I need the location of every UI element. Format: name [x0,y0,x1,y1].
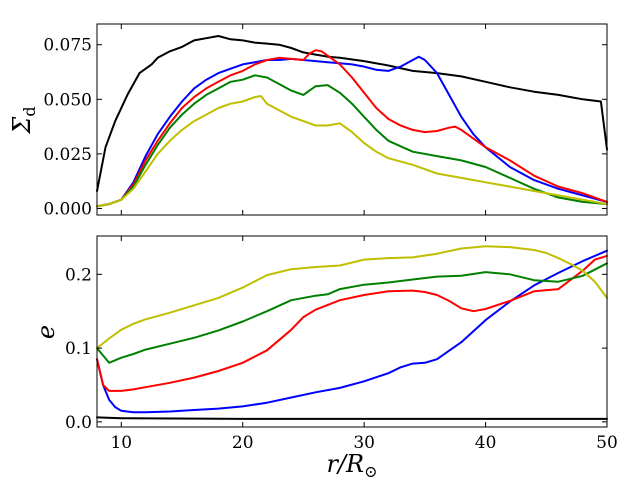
sigma-series-yellow [96,95,608,208]
sigma-panel: 0.000 0.025 0.050 0.075 Σd [8,23,608,219]
eccentricity-panel: 10 20 30 40 50 0.0 0.1 0.2 e r/R⊙ [32,235,618,480]
eccentricity-xtick-label: 30 [353,433,375,453]
sigma-ylabel-main: Σ [8,116,36,135]
eccentricity-ylabel: e [32,325,60,339]
sigma-series-group [96,35,608,208]
sigma-series-blue [96,55,608,208]
eccentricity-ytick-label: 0.2 [65,265,92,285]
eccentricity-xtick-label: 10 [110,433,132,453]
sigma-ytick-label: 0.000 [43,199,92,219]
sigma-ticks: 0.000 0.025 0.050 0.075 [43,24,608,219]
eccentricity-xtick-label: 40 [475,433,497,453]
sigma-panel-frame [96,23,608,216]
eccentricity-series-green [96,262,608,364]
eccentricity-ytick-label: 0.0 [65,413,92,433]
eccentricity-series-red [96,254,608,392]
eccentricity-series-black [96,416,608,420]
sigma-ytick-label: 0.025 [43,145,92,165]
eccentricity-series-blue [96,249,608,414]
sigma-series-black [96,35,608,192]
eccentricity-xtick-label: 50 [596,433,618,453]
eccentricity-series-group [96,245,608,420]
eccentricity-panel-frame [96,235,608,428]
radius-xlabel: r/R⊙ [326,450,377,480]
sigma-series-green [96,74,608,208]
sigma-series-red [96,49,608,208]
sigma-ytick-label: 0.050 [43,90,92,110]
sigma-ytick-label: 0.075 [43,36,92,56]
eccentricity-ticks: 10 20 30 40 50 0.0 0.1 0.2 [65,236,618,453]
sigma-ylabel-sub: d [20,106,39,116]
radius-xlabel-main: r/R [326,450,364,478]
eccentricity-xtick-label: 20 [232,433,254,453]
radius-xlabel-sub: ⊙ [364,462,377,480]
eccentricity-ytick-label: 0.1 [65,339,92,359]
eccentricity-series-yellow [96,245,608,350]
sigma-ylabel: Σd [8,106,39,134]
